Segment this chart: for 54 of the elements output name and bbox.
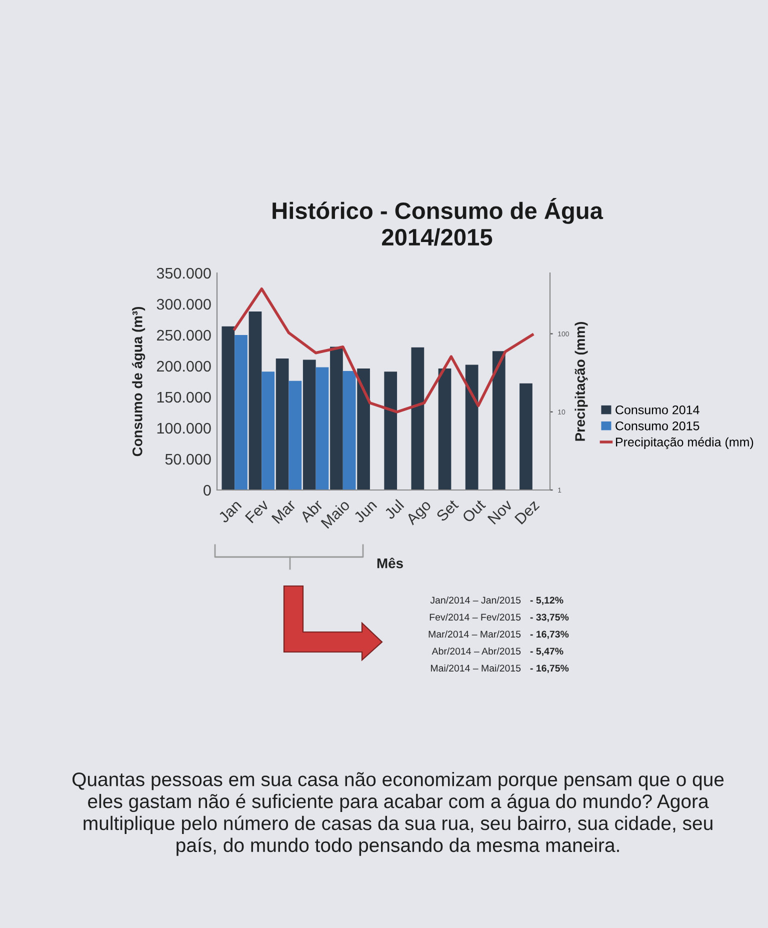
x-tick-label: Ago [405,499,434,528]
bar [248,311,262,490]
bar [276,358,289,490]
bar [262,372,275,490]
bar [222,326,235,490]
bar [411,347,424,490]
legend-label: Precipitação média (mm) [616,437,754,450]
x-axis-title: Mês [377,558,403,568]
bar [520,383,532,490]
text: - 16,73% [530,630,569,640]
y-axis-title: Consumo de água (m³) [132,306,146,456]
bar [288,380,302,490]
y2-axis-title: Precipitação (mm) [574,322,588,441]
text: - 16,75% [530,664,569,674]
text: Jan/2014 – Jan/2015 [430,596,521,604]
x-tick-label: Dez [514,499,540,525]
text: - 5,47% [530,648,564,656]
text: Abr/2014 – Abr/2015 [432,647,521,655]
bar [384,372,398,490]
y-tick-label: 100.000 [157,422,211,434]
x-tick-label: Jan [218,499,242,524]
x-tick-label: Mar [271,498,296,524]
x-tick-label: Out [462,498,486,524]
text: - 5,12% [530,596,564,606]
bar [438,368,452,490]
legend-label: Consumo 2014 [616,405,700,414]
y-tick-label: 250.000 [156,330,211,341]
x-tick-label: Fev [244,498,270,524]
bar [302,360,316,490]
bar [357,368,370,490]
text: Quantas pessoas em sua casa não economizam porque pensam que o que eles gastam não é suficiente para acabar com a água do mundo? Agora multiplique pelo número de casas da sua rua, seu bairro, sua cidade, seu país, do mundo todo pensando da mesma maneira. [72,772,724,856]
chart-title: Histórico - Consumo de Água 2014/2015 [272,198,604,246]
text: - 33,75% [530,614,569,622]
bar [492,351,506,490]
x-tick-label: Nov [487,498,514,525]
line-series [233,287,534,414]
bar [234,335,248,490]
x-tick-label: Jul [383,499,404,520]
bar [465,364,478,490]
y-tick-label: 0 [204,484,211,496]
y-tick-label: 150.000 [157,392,211,403]
legend-label: Consumo 2015 [616,421,700,430]
y-tick-label: 50.000 [165,454,211,465]
y-tick-label: 200.000 [156,360,211,372]
text: Mar/2014 – Mar/2015 [428,630,521,638]
y-tick-label: 350.000 [156,268,211,279]
text: Mai/2014 – Mai/2015 [431,664,521,672]
x-tick-label: Set [436,498,460,522]
x-tick-label: Jun [353,499,378,524]
bar [316,367,329,490]
y-tick-label: 300.000 [156,298,211,310]
bar [330,346,343,490]
text: Fev/2014 – Fev/2015 [430,613,521,621]
bar [342,370,356,490]
